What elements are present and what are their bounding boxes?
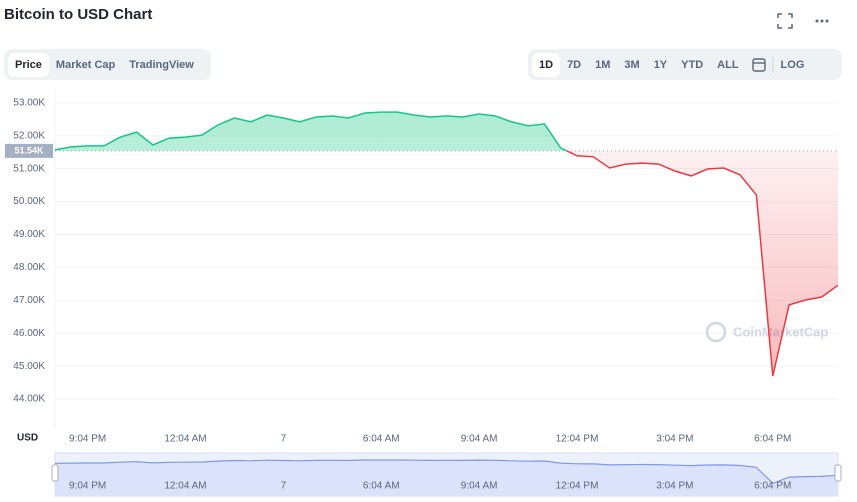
y-tick-label: 46.00K <box>13 328 45 339</box>
y-tick-label: 45.00K <box>13 361 45 372</box>
navigator-label: 6:04 AM <box>363 481 400 492</box>
baseline-label: 51.54K <box>14 145 44 155</box>
y-tick-label: 49.00K <box>13 229 45 240</box>
y-tick-label: 51.00K <box>13 163 45 174</box>
page-title: Bitcoin to USD Chart <box>4 6 153 23</box>
range-button[interactable]: 1D <box>532 52 561 77</box>
y-tick-label: 53.00K <box>13 97 45 108</box>
y-tick-label: 48.00K <box>13 262 45 273</box>
x-tick-label: 9:04 PM <box>69 434 106 445</box>
navigator-line <box>54 459 839 485</box>
navigator-label: 9:04 AM <box>461 481 498 492</box>
range-button[interactable]: 3M <box>624 58 640 71</box>
log-button[interactable]: LOG <box>780 58 805 71</box>
tab-group: Price Market Cap TradingView <box>4 49 211 80</box>
navigator-label: 12:04 PM <box>556 481 599 492</box>
navigator-handle[interactable] <box>51 464 59 482</box>
price-line-down <box>565 150 838 377</box>
x-tick-label: 6:04 PM <box>754 434 791 445</box>
tab-button[interactable]: Market Cap <box>55 58 116 71</box>
unit-label: USD <box>17 433 38 444</box>
x-tick-label: 7 <box>281 434 287 445</box>
y-tick-label: 52.00K <box>13 130 45 141</box>
navigator-label: 9:04 PM <box>69 481 106 492</box>
navigator-label: 12:04 AM <box>164 481 206 492</box>
navigator-area <box>55 460 838 496</box>
range-button[interactable]: 1M <box>595 58 611 71</box>
tab-button[interactable]: Price <box>8 52 49 77</box>
range-button[interactable]: 7D <box>567 58 582 71</box>
area-up <box>55 112 838 151</box>
x-tick-label: 9:04 AM <box>461 434 498 445</box>
tab-button[interactable]: TradingView <box>129 58 194 71</box>
x-tick-label: 12:04 AM <box>164 434 206 445</box>
y-tick-label: 47.00K <box>13 295 45 306</box>
range-button[interactable]: ALL <box>717 58 739 71</box>
range-button[interactable]: YTD <box>681 58 704 71</box>
range-button[interactable]: 1Y <box>653 58 668 71</box>
navigator-label: 7 <box>281 481 287 492</box>
x-tick-label: 12:04 PM <box>556 434 599 445</box>
baseline-label-box <box>5 143 53 158</box>
x-tick-label: 6:04 AM <box>363 434 400 445</box>
x-tick-label: 3:04 PM <box>656 434 693 445</box>
price-line-up <box>55 111 569 151</box>
area-down <box>566 150 838 376</box>
watermark-logo <box>705 321 727 343</box>
top-icons[interactable] <box>776 12 836 30</box>
range-group: 1D 7D 1M 3M 1Y YTD ALL LOG <box>528 49 842 80</box>
navigator-label: 3:04 PM <box>656 481 693 492</box>
navigator-handle[interactable] <box>834 464 842 482</box>
y-tick-label: 44.00K <box>13 394 45 405</box>
navigator-label: 6:04 PM <box>754 481 791 492</box>
calendar-icon[interactable] <box>746 56 774 73</box>
y-tick-label: 50.00K <box>13 196 45 207</box>
